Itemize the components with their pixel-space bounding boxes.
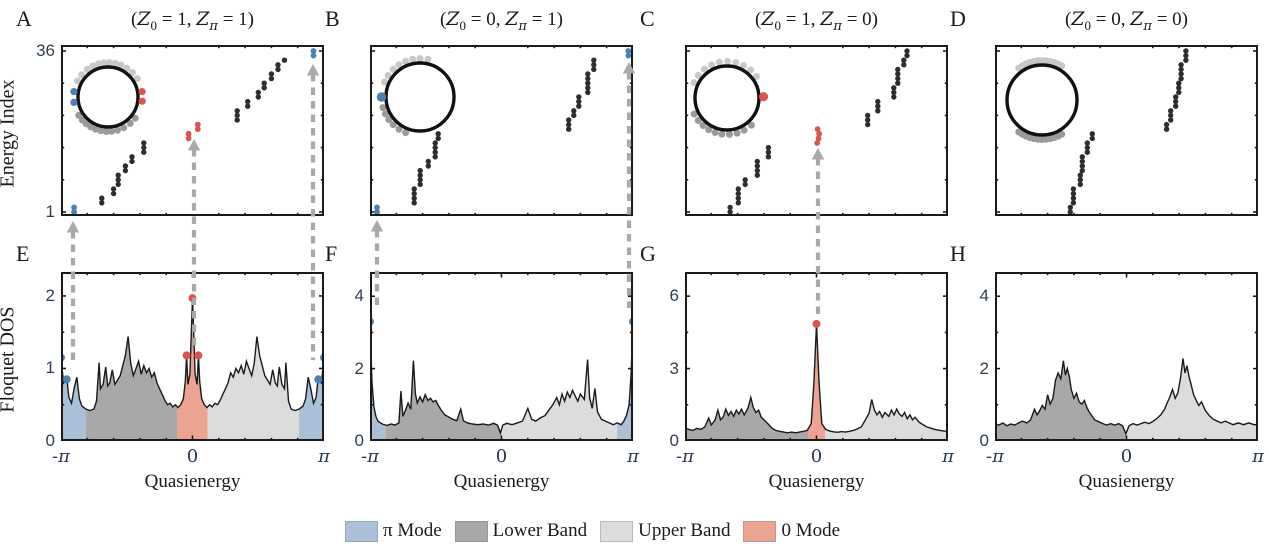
xtick-label-g-0: -π [676,446,694,467]
panel-b-scatter [370,45,633,216]
ytick-label-36: 36 [36,41,55,60]
guide-arrow-head [370,220,384,232]
legend-item-3: 0 Mode [743,520,840,542]
band-pi_fill [299,357,324,441]
legend-item-0: π Mode [345,520,442,542]
xlabel-g: Quasienergy [768,471,865,492]
dos-curve [995,358,1258,436]
band-lower_fill [995,360,1127,441]
xtick-label-f-0: -π [361,446,379,467]
xtick-label-e-2: π [318,446,330,467]
band-pi_fill [370,321,386,441]
panel-letter-f: F [325,241,338,266]
band-upper_fill [825,399,948,441]
panel-letter-g: G [640,241,656,266]
panel-e-dos [61,272,324,441]
zero-mode-marker [194,351,203,360]
panel-d-scatter [995,45,1258,216]
xtick-label-h-0: -π [986,446,1004,467]
legend-label-3: 0 Mode [781,520,841,541]
band-lower_fill [385,360,502,441]
zero-mode-marker [188,294,197,303]
ytick-label-f-2: 2 [354,358,364,378]
band-pi_fill [61,357,86,441]
band-upper_fill [207,336,300,441]
pi-mode-marker [314,375,323,384]
xtick-label-h-1: 0 [1120,446,1133,467]
panel-h-dos [995,272,1258,441]
panel-title-b: (Z0 = 0, Zπ = 1) [439,8,564,34]
xlabel-f: Quasienergy [453,471,550,492]
legend-item-2: Upper Band [600,520,730,542]
panel-title-d: (Z0 = 0, Zπ = 0) [1064,8,1189,34]
eigenvalue-circle-inset [690,58,769,138]
ytick-label-g-6: 6 [669,286,679,306]
xtick-label-e-1: 0 [186,446,199,467]
panel-letter-c: C [640,6,655,31]
panel-g-dos [685,272,948,441]
panel-letter-a: A [16,6,32,31]
ytick-label-f-4: 4 [354,286,364,306]
dos-curve [685,323,948,434]
panel-letter-h: H [950,241,966,266]
eigenvalue-circle-inset [70,59,146,135]
legend-label-0: π Mode [383,520,442,541]
xtick-label-f-1: 0 [495,446,508,467]
xlabel-e: Quasienergy [144,471,241,492]
panel-f-dos [370,272,633,441]
panel-title-c: (Z0 = 1, Zπ = 0) [754,8,879,34]
zero-mode-marker [812,319,821,328]
legend-swatch-2 [600,520,634,542]
xtick-label-g-2: π [942,446,954,467]
ytick-label-1: 1 [45,202,55,221]
xtick-label-g-1: 0 [810,446,823,467]
panel-c-scatter [685,45,948,216]
guide-arrow-head [66,221,80,233]
pi-mode-marker [62,375,71,384]
band-zero_fill [177,298,208,441]
xtick-label-e-0: -π [52,446,70,467]
legend-item-1: Lower Band [454,520,588,542]
panel-letter-b: B [325,6,340,31]
ytick-label-e-2: 2 [45,285,55,305]
ytick-label-h-2: 2 [979,358,989,378]
band-upper_fill [1126,358,1258,441]
zero-mode-marker [182,351,191,360]
panel-title-a: (Z0 = 1, Zπ = 1) [130,8,255,34]
legend-swatch-3 [743,520,777,542]
legend-label-2: Upper Band [638,520,731,541]
panel-a-scatter [61,45,324,216]
panel-letter-e: E [16,241,30,266]
ytick-label-g-0: 0 [669,431,679,450]
xtick-label-f-2: π [627,446,639,467]
ytick-label-f-0: 0 [354,431,364,450]
energy-index-axis-label: Energy Index [0,79,19,188]
xtick-label-h-2: π [1252,446,1264,467]
legend: π Mode Lower Band Upper Band 0 Mode [345,520,853,542]
floquet-dos-axis-label: Floquet DOS [0,306,19,413]
ytick-label-h-4: 4 [979,286,989,306]
dos-curve [370,321,633,436]
legend-swatch-0 [345,520,378,542]
ytick-label-e-0: 0 [45,431,55,450]
ytick-label-g-3: 3 [669,358,679,378]
band-lower_fill [685,397,808,441]
panel-letter-d: D [950,6,966,31]
legend-swatch-1 [454,520,488,542]
ytick-label-h-0: 0 [979,431,989,450]
band-lower_fill [86,336,178,441]
eigenvalue-circle-inset [376,55,456,137]
legend-label-1: Lower Band [492,520,588,541]
band-pi_fill [617,321,633,441]
eigenvalue-circle-inset [1005,57,1079,143]
ytick-label-e-1: 1 [45,358,55,378]
xlabel-h: Quasienergy [1078,471,1175,492]
